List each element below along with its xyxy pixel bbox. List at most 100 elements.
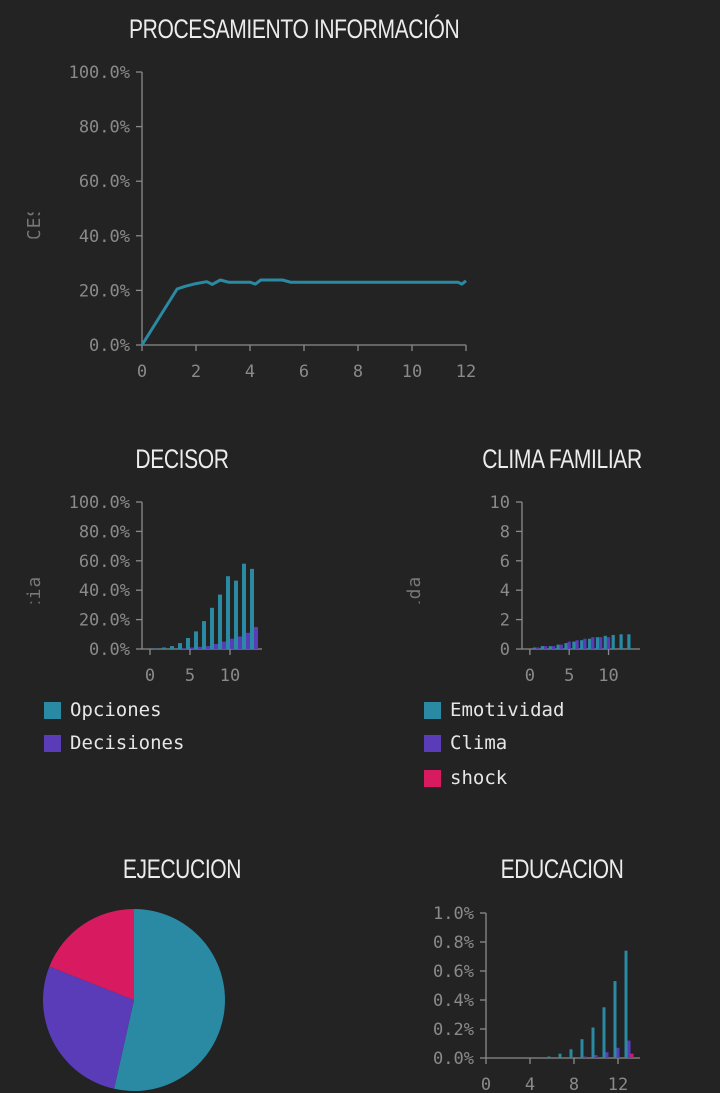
pie-slice-purple: [43, 966, 134, 1089]
bar-decisiones: [238, 636, 242, 649]
bar-opciones: [194, 631, 198, 649]
bar-decisiones: [254, 627, 258, 649]
chart-title-clima: CLIMA FAMILIAR: [482, 444, 642, 474]
bar-decisiones: [206, 646, 210, 649]
bar-emotividad: [580, 640, 584, 649]
bar-opciones: [202, 621, 206, 649]
y-tick-label: 0.8%: [433, 933, 474, 953]
bar-emotividad: [588, 638, 592, 649]
bar-clima: [544, 646, 548, 649]
y-tick-label: 2: [500, 611, 510, 631]
y-axis-label: CALIDAD PROCESADOR FAMILI: [24, 75, 45, 371]
x-tick-label: 10: [598, 666, 618, 686]
legend-label: Clima: [450, 732, 508, 754]
bar-decisiones: [230, 638, 234, 649]
bar-clima: [567, 641, 571, 649]
bar-series-0: [580, 1039, 584, 1058]
x-tick-label: 4: [245, 362, 255, 382]
bar-decisiones: [190, 647, 194, 649]
bar-opciones: [186, 638, 190, 649]
legend-swatch: [44, 734, 61, 752]
bar-clima: [575, 640, 579, 649]
y-tick-label: 0.4%: [433, 991, 474, 1011]
y-tick-label: 0.0%: [433, 1049, 474, 1069]
x-tick-label: 0: [525, 666, 535, 686]
bar-opciones: [170, 646, 174, 649]
bar-series-1: [627, 1040, 631, 1058]
bar-emotividad: [627, 634, 631, 649]
bar-series-0: [613, 981, 617, 1058]
bar-clima: [536, 647, 540, 649]
legend-item-shock[interactable]: shock: [424, 767, 507, 789]
x-tick-label: 5: [185, 666, 195, 686]
bar-series-1: [605, 1052, 609, 1058]
bar-series-0: [602, 1007, 606, 1059]
bar-series-0: [558, 1053, 562, 1058]
x-tick-label: 10: [402, 362, 422, 382]
y-axis-label: Intensidad emoci: [404, 493, 425, 682]
chart-title-educacion: EDUCACION: [500, 854, 624, 884]
bar-series-0: [547, 1056, 551, 1058]
y-tick-label: 60.0%: [79, 552, 130, 572]
bar-opciones: [250, 568, 254, 649]
chart-title-decisor: DECISOR: [135, 444, 229, 474]
bar-emotividad: [540, 646, 544, 649]
x-tick-label: 12: [608, 1075, 628, 1093]
x-tick-label: 10: [220, 666, 240, 686]
x-tick-label: 0: [137, 362, 147, 382]
x-tick-label: 8: [569, 1075, 579, 1093]
bar-emotividad: [532, 647, 537, 649]
x-tick-label: 4: [525, 1075, 535, 1093]
bar-emotividad: [548, 646, 552, 649]
y-tick-label: 1.0%: [433, 904, 474, 924]
bar-decisiones: [198, 646, 202, 649]
legend-item-opciones[interactable]: Opciones: [44, 699, 162, 721]
y-tick-label: 20.0%: [79, 281, 130, 301]
y-tick-label: 6: [500, 552, 510, 572]
x-tick-label: 2: [191, 362, 201, 382]
legend-swatch: [424, 769, 441, 787]
bar-emotividad: [564, 643, 568, 649]
y-tick-label: 80.0%: [79, 522, 130, 542]
legend-label: Opciones: [70, 699, 162, 721]
bar-series-0: [569, 1049, 573, 1058]
bar-series-0: [624, 950, 628, 1058]
x-tick-label: 5: [564, 666, 574, 686]
bar-emotividad: [619, 634, 623, 649]
bar-clima: [599, 637, 603, 649]
bar-opciones: [234, 580, 238, 649]
x-tick-label: 0: [481, 1075, 491, 1093]
legend-item-clima[interactable]: Clima: [424, 732, 507, 754]
bar-series-1: [583, 1056, 587, 1058]
y-tick-label: 0.0%: [89, 336, 130, 356]
bar-decisiones: [246, 632, 250, 649]
legend-item-decisiones[interactable]: Decisiones: [44, 732, 184, 754]
legend-swatch: [44, 701, 61, 719]
y-tick-label: 0: [500, 640, 510, 660]
legend-label: Decisiones: [70, 732, 185, 754]
y-tick-label: 8: [500, 522, 510, 542]
y-tick-label: 100.0%: [69, 63, 130, 83]
bar-emotividad: [603, 635, 607, 649]
bar-decisiones: [222, 641, 226, 649]
bar-clima: [591, 637, 595, 649]
bar-decisiones: [214, 643, 218, 649]
x-tick-label: 12: [456, 362, 476, 382]
y-tick-label: 60.0%: [79, 172, 130, 192]
bar-series-2: [630, 1053, 634, 1058]
bar-opciones: [242, 563, 246, 649]
legend-label: Emotividad: [450, 699, 565, 721]
series-line-calidad: [140, 278, 467, 346]
bar-emotividad: [611, 635, 615, 649]
bar-emotividad: [572, 641, 576, 649]
x-tick-label: 6: [299, 362, 309, 382]
bar-opciones: [226, 576, 230, 649]
bar-emotividad: [556, 644, 560, 649]
y-tick-label: 0.6%: [433, 962, 474, 982]
y-tick-label: 80.0%: [79, 118, 130, 138]
bar-clima: [606, 637, 611, 649]
legend-item-emotividad[interactable]: Emotividad: [424, 699, 564, 721]
y-axis-label: Eficacia decis: [24, 505, 45, 671]
bar-series-1: [616, 1047, 620, 1058]
bar-clima: [583, 638, 587, 649]
